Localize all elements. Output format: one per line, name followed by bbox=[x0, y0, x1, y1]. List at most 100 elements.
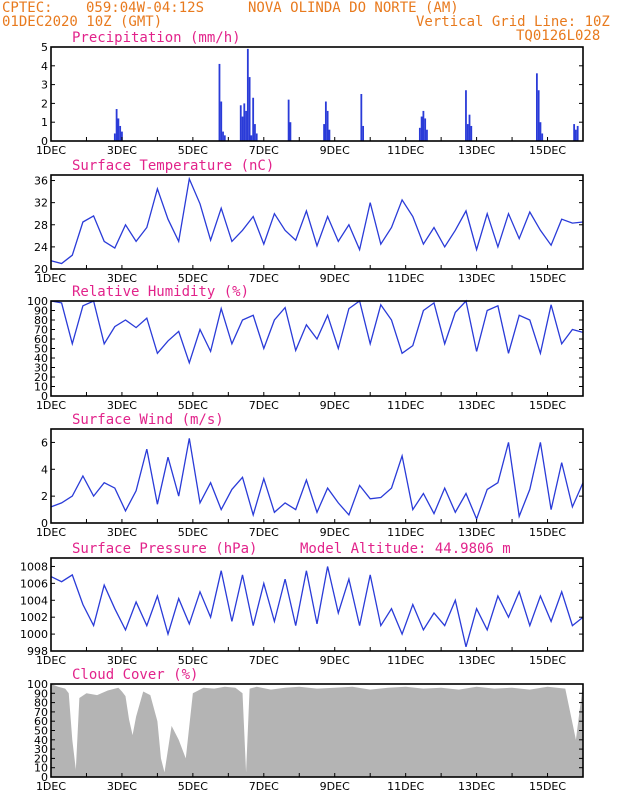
y-tick-label: 30 bbox=[34, 362, 48, 375]
precip-bar bbox=[575, 129, 577, 141]
y-tick-label: 2 bbox=[41, 490, 48, 503]
precip-bar bbox=[117, 118, 120, 141]
precip-bar bbox=[573, 124, 576, 141]
source-label: CPTEC: bbox=[2, 0, 53, 16]
model-code-label: TQ0126L028 bbox=[516, 28, 601, 44]
x-tick-label: 7DEC bbox=[249, 399, 279, 412]
coords-label: 059:04W-04:12S bbox=[86, 0, 205, 16]
y-tick-label: 80 bbox=[34, 697, 48, 710]
x-tick-label: 9DEC bbox=[320, 526, 350, 539]
x-tick-label: 7DEC bbox=[249, 654, 279, 667]
precip-bar bbox=[323, 124, 325, 141]
precip-bar bbox=[222, 131, 224, 141]
panel-frame bbox=[50, 46, 584, 142]
precip-bar bbox=[113, 133, 116, 141]
precip-bar bbox=[539, 122, 542, 141]
x-tick-label: 11DEC bbox=[387, 526, 424, 539]
y-tick-label: 50 bbox=[34, 343, 48, 356]
panel-title: Cloud Cover (%) bbox=[72, 667, 198, 683]
chart-header: CPTEC: 059:04W-04:12S NOVA OLINDA DO NOR… bbox=[0, 0, 618, 46]
x-tick-label: 9DEC bbox=[320, 144, 350, 157]
y-tick-label: 28 bbox=[34, 219, 48, 232]
panel-2: Relative Humidity (%) 0102030405060708090… bbox=[27, 284, 584, 412]
panel-frame bbox=[50, 557, 584, 652]
precip-bar bbox=[420, 116, 423, 141]
y-tick-label: 2 bbox=[41, 97, 48, 110]
x-tick-label: 3DEC bbox=[107, 399, 137, 412]
x-tick-label: 13DEC bbox=[458, 272, 495, 285]
precip-bar bbox=[465, 90, 467, 141]
y-tick-label: 10 bbox=[34, 762, 48, 775]
y-tick-label: 10 bbox=[34, 381, 48, 394]
x-tick-label: 11DEC bbox=[387, 144, 424, 157]
datetime-label: 01DEC2020 10Z (GMT) bbox=[2, 14, 163, 30]
panel-frame bbox=[50, 174, 584, 270]
precip-bar bbox=[220, 101, 223, 141]
y-tick-label: 100 bbox=[27, 678, 48, 691]
x-tick-label: 1DEC bbox=[36, 399, 66, 412]
precip-bar bbox=[468, 114, 471, 141]
panel-title: Surface Pressure (hPa) bbox=[72, 541, 257, 557]
precip-bar bbox=[115, 109, 118, 141]
precip-bar bbox=[254, 124, 256, 141]
precip-bar bbox=[466, 124, 469, 141]
x-tick-label: 1DEC bbox=[36, 272, 66, 285]
precip-bar bbox=[418, 127, 421, 141]
y-tick-label: 1006 bbox=[20, 577, 48, 590]
x-tick-label: 9DEC bbox=[320, 780, 350, 793]
x-tick-label: 1DEC bbox=[36, 526, 66, 539]
x-tick-label: 11DEC bbox=[387, 654, 424, 667]
precip-bar bbox=[362, 125, 365, 141]
panel-frame bbox=[50, 300, 584, 397]
x-tick-label: 13DEC bbox=[458, 654, 495, 667]
grid-note-label: Vertical Grid Line: 10Z bbox=[416, 14, 610, 30]
x-tick-label: 3DEC bbox=[107, 526, 137, 539]
x-tick-label: 3DEC bbox=[107, 144, 137, 157]
y-tick-label: 20 bbox=[34, 263, 48, 276]
precip-bar bbox=[252, 97, 255, 141]
y-tick-label: 60 bbox=[34, 715, 48, 728]
y-tick-label: 1008 bbox=[20, 560, 48, 573]
cloud-area bbox=[51, 684, 583, 777]
series-line bbox=[50, 566, 584, 647]
precip-bar bbox=[424, 118, 427, 141]
y-tick-label: 0 bbox=[41, 771, 48, 784]
x-tick-label: 15DEC bbox=[529, 399, 566, 412]
y-tick-label: 1 bbox=[41, 116, 48, 129]
panel-0: Precipitation (mm/h) 0 1 2 3 4 5 1DEC 3DEC 5DEC 7D… bbox=[36, 30, 584, 157]
precip-bar bbox=[243, 103, 246, 141]
x-tick-label: 15DEC bbox=[529, 654, 566, 667]
x-tick-label: 1DEC bbox=[36, 654, 66, 667]
y-tick-label: 1000 bbox=[20, 628, 48, 641]
x-tick-label: 1DEC bbox=[36, 780, 66, 793]
x-tick-label: 5DEC bbox=[178, 780, 208, 793]
precip-bar bbox=[223, 135, 226, 141]
panel-title: Surface Temperature (nC) bbox=[72, 158, 274, 174]
precip-bar bbox=[537, 90, 540, 141]
x-tick-label: 7DEC bbox=[249, 780, 279, 793]
y-tick-label: 30 bbox=[34, 743, 48, 756]
precip-bar bbox=[119, 125, 122, 141]
y-tick-label: 1004 bbox=[20, 594, 48, 607]
precip-bar bbox=[245, 110, 247, 141]
x-tick-label: 7DEC bbox=[249, 272, 279, 285]
y-tick-label: 90 bbox=[34, 687, 48, 700]
x-tick-label: 11DEC bbox=[387, 780, 424, 793]
y-tick-label: 20 bbox=[34, 371, 48, 384]
x-tick-label: 15DEC bbox=[529, 780, 566, 793]
precip-bar bbox=[248, 77, 251, 141]
y-tick-label: 3 bbox=[41, 79, 48, 92]
y-tick-label: 4 bbox=[41, 60, 48, 73]
y-tick-label: 36 bbox=[34, 175, 48, 188]
precip-bar bbox=[535, 73, 538, 141]
x-tick-label: 13DEC bbox=[458, 399, 495, 412]
x-tick-label: 15DEC bbox=[529, 144, 566, 157]
x-tick-label: 11DEC bbox=[387, 272, 424, 285]
y-tick-label: 60 bbox=[34, 333, 48, 346]
x-tick-label: 15DEC bbox=[529, 272, 566, 285]
x-tick-label: 9DEC bbox=[320, 654, 350, 667]
y-tick-label: 32 bbox=[34, 197, 48, 210]
panel-4: Surface Pressure (hPa) Model Altitude: 44… bbox=[20, 541, 584, 667]
precip-bar bbox=[326, 110, 329, 141]
precip-bar bbox=[541, 133, 544, 141]
